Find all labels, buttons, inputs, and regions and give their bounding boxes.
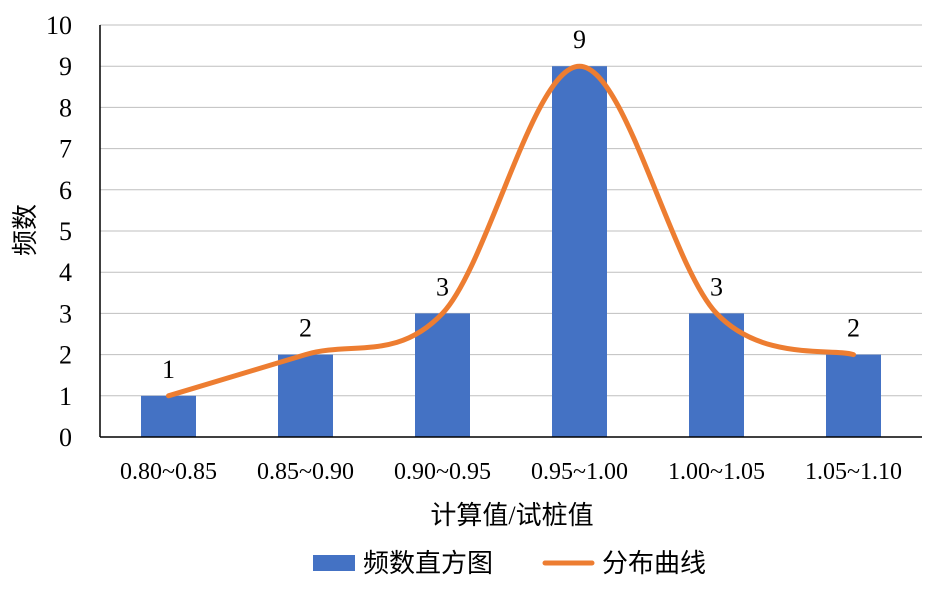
bar (552, 66, 607, 437)
x-tick-label: 1.05~1.10 (805, 459, 902, 485)
data-label: 3 (436, 272, 449, 301)
data-label: 3 (710, 272, 723, 301)
x-tick-label: 0.80~0.85 (120, 459, 217, 485)
distribution-curve (166, 63, 856, 399)
line-series (166, 63, 856, 399)
y-axis-title: 频数 (11, 204, 40, 256)
y-tick-label: 10 (46, 11, 72, 40)
data-label: 9 (573, 25, 586, 54)
x-tick-label: 0.90~0.95 (394, 459, 491, 485)
data-labels: 1 2 3 9 3 2 (162, 25, 860, 384)
y-tick-label: 9 (59, 52, 72, 81)
data-label: 2 (299, 314, 312, 343)
axes (99, 25, 922, 438)
legend-swatch-bar (313, 555, 355, 571)
legend: 频数直方图 分布曲线 (313, 549, 706, 578)
y-tick-label: 7 (59, 135, 72, 164)
data-label: 1 (162, 355, 175, 384)
bar (415, 313, 470, 437)
y-tick-label: 1 (59, 382, 72, 411)
y-tick-label: 0 (59, 423, 72, 452)
y-tick-label: 2 (59, 341, 72, 370)
bar (141, 395, 196, 437)
tick-labels: 0 1 2 3 4 5 6 7 8 9 10 0.80~0.85 0.85~0.90 0.90~0.95 0… (46, 11, 902, 485)
y-tick-label: 5 (59, 217, 72, 246)
bar (278, 354, 333, 437)
x-tick-label: 0.95~1.00 (531, 459, 628, 485)
x-axis-title: 计算值/试桩值 (430, 501, 593, 530)
y-tick-label: 6 (59, 176, 72, 205)
bar (689, 313, 744, 437)
bar (826, 354, 881, 437)
grid-lines (100, 24, 922, 397)
x-tick-label: 1.00~1.05 (668, 459, 765, 485)
legend-label-line: 分布曲线 (602, 549, 706, 578)
y-tick-label: 8 (59, 93, 72, 122)
bar-series (141, 66, 881, 437)
data-label: 2 (847, 314, 860, 343)
x-tick-label: 0.85~0.90 (257, 459, 354, 485)
y-tick-label: 4 (59, 258, 72, 287)
y-tick-label: 3 (59, 299, 72, 328)
legend-label-bar: 频数直方图 (363, 549, 493, 578)
